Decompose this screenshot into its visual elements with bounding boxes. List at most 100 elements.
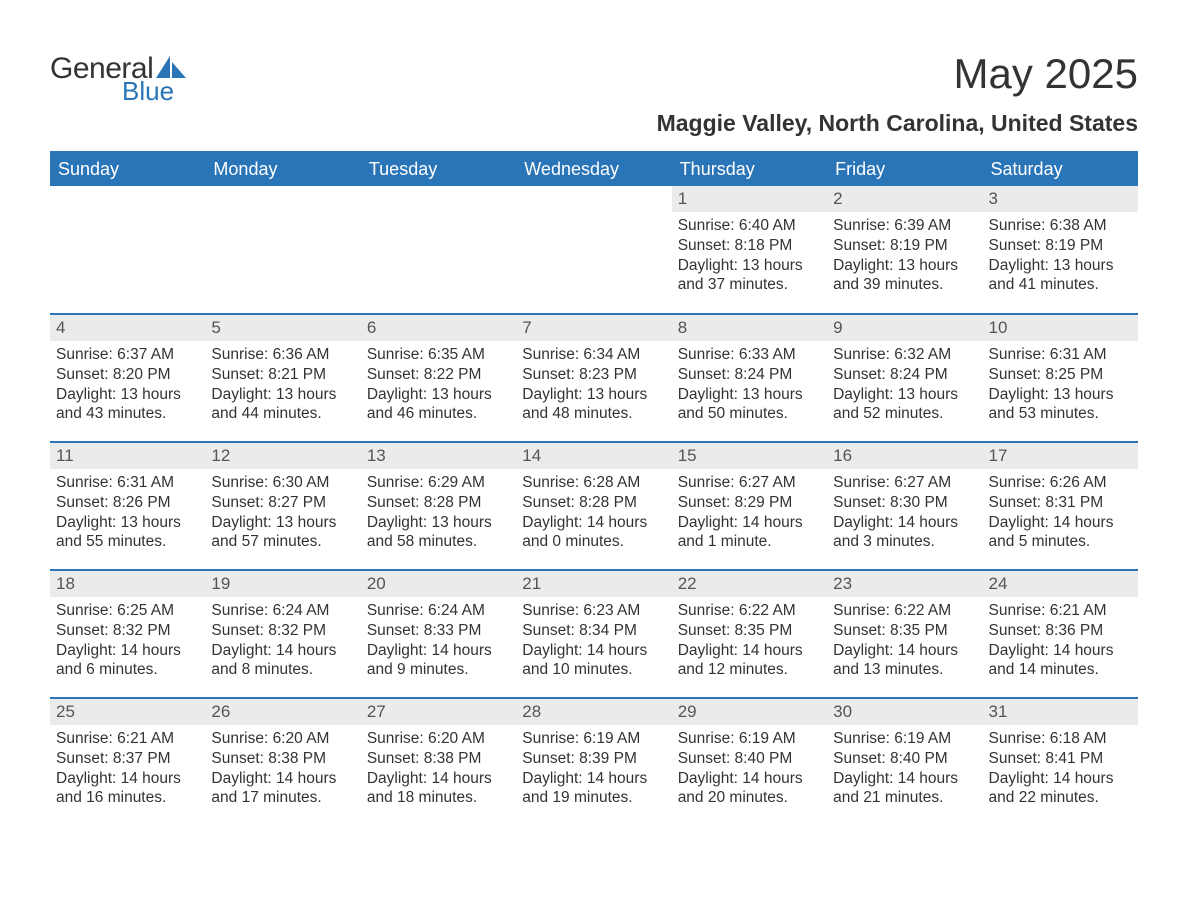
col-wednesday: Wednesday bbox=[516, 152, 671, 186]
day-number: 10 bbox=[983, 315, 1138, 341]
sunrise-text: Sunrise: 6:37 AM bbox=[56, 345, 199, 365]
day-number: 6 bbox=[361, 315, 516, 341]
calendar-cell: 16Sunrise: 6:27 AMSunset: 8:30 PMDayligh… bbox=[827, 442, 982, 570]
day-details: Sunrise: 6:27 AMSunset: 8:29 PMDaylight:… bbox=[672, 469, 827, 556]
day-number: 15 bbox=[672, 443, 827, 469]
day-details: Sunrise: 6:26 AMSunset: 8:31 PMDaylight:… bbox=[983, 469, 1138, 556]
sunrise-text: Sunrise: 6:19 AM bbox=[522, 729, 665, 749]
sunrise-text: Sunrise: 6:38 AM bbox=[989, 216, 1132, 236]
day-number: 28 bbox=[516, 699, 671, 725]
calendar-cell: 1Sunrise: 6:40 AMSunset: 8:18 PMDaylight… bbox=[672, 186, 827, 314]
sunrise-text: Sunrise: 6:24 AM bbox=[211, 601, 354, 621]
daylight-text: Daylight: 14 hours and 12 minutes. bbox=[678, 641, 821, 681]
daylight-text: Daylight: 13 hours and 39 minutes. bbox=[833, 256, 976, 296]
calendar-week-row: 18Sunrise: 6:25 AMSunset: 8:32 PMDayligh… bbox=[50, 570, 1138, 698]
calendar-cell: 9Sunrise: 6:32 AMSunset: 8:24 PMDaylight… bbox=[827, 314, 982, 442]
sunset-text: Sunset: 8:38 PM bbox=[211, 749, 354, 769]
day-details: Sunrise: 6:25 AMSunset: 8:32 PMDaylight:… bbox=[50, 597, 205, 684]
sunset-text: Sunset: 8:32 PM bbox=[211, 621, 354, 641]
sunrise-text: Sunrise: 6:22 AM bbox=[678, 601, 821, 621]
sunset-text: Sunset: 8:26 PM bbox=[56, 493, 199, 513]
day-details: Sunrise: 6:24 AMSunset: 8:33 PMDaylight:… bbox=[361, 597, 516, 684]
logo-text-blue: Blue bbox=[122, 78, 188, 104]
col-tuesday: Tuesday bbox=[361, 152, 516, 186]
calendar-cell bbox=[361, 186, 516, 314]
day-number: 21 bbox=[516, 571, 671, 597]
day-number: 22 bbox=[672, 571, 827, 597]
sunrise-text: Sunrise: 6:23 AM bbox=[522, 601, 665, 621]
day-details: Sunrise: 6:31 AMSunset: 8:25 PMDaylight:… bbox=[983, 341, 1138, 428]
day-details: Sunrise: 6:37 AMSunset: 8:20 PMDaylight:… bbox=[50, 341, 205, 428]
daylight-text: Daylight: 14 hours and 20 minutes. bbox=[678, 769, 821, 809]
sunrise-text: Sunrise: 6:19 AM bbox=[833, 729, 976, 749]
daylight-text: Daylight: 13 hours and 46 minutes. bbox=[367, 385, 510, 425]
day-details: Sunrise: 6:24 AMSunset: 8:32 PMDaylight:… bbox=[205, 597, 360, 684]
calendar-cell: 4Sunrise: 6:37 AMSunset: 8:20 PMDaylight… bbox=[50, 314, 205, 442]
sunset-text: Sunset: 8:37 PM bbox=[56, 749, 199, 769]
daylight-text: Daylight: 14 hours and 21 minutes. bbox=[833, 769, 976, 809]
day-number: 13 bbox=[361, 443, 516, 469]
day-details: Sunrise: 6:32 AMSunset: 8:24 PMDaylight:… bbox=[827, 341, 982, 428]
day-number: 3 bbox=[983, 186, 1138, 212]
daylight-text: Daylight: 13 hours and 37 minutes. bbox=[678, 256, 821, 296]
sail-icon bbox=[156, 56, 188, 78]
page-title: May 2025 bbox=[954, 50, 1138, 98]
daylight-text: Daylight: 14 hours and 19 minutes. bbox=[522, 769, 665, 809]
sunrise-text: Sunrise: 6:39 AM bbox=[833, 216, 976, 236]
calendar-cell bbox=[205, 186, 360, 314]
sunset-text: Sunset: 8:39 PM bbox=[522, 749, 665, 769]
sunrise-text: Sunrise: 6:28 AM bbox=[522, 473, 665, 493]
daylight-text: Daylight: 14 hours and 13 minutes. bbox=[833, 641, 976, 681]
day-number: 24 bbox=[983, 571, 1138, 597]
day-number: 20 bbox=[361, 571, 516, 597]
daylight-text: Daylight: 13 hours and 48 minutes. bbox=[522, 385, 665, 425]
day-details: Sunrise: 6:20 AMSunset: 8:38 PMDaylight:… bbox=[361, 725, 516, 812]
col-thursday: Thursday bbox=[672, 152, 827, 186]
calendar-cell: 6Sunrise: 6:35 AMSunset: 8:22 PMDaylight… bbox=[361, 314, 516, 442]
logo: General Blue bbox=[50, 50, 188, 104]
col-saturday: Saturday bbox=[983, 152, 1138, 186]
calendar-cell: 30Sunrise: 6:19 AMSunset: 8:40 PMDayligh… bbox=[827, 698, 982, 826]
calendar-table: Sunday Monday Tuesday Wednesday Thursday… bbox=[50, 151, 1138, 826]
calendar-cell: 23Sunrise: 6:22 AMSunset: 8:35 PMDayligh… bbox=[827, 570, 982, 698]
sunrise-text: Sunrise: 6:21 AM bbox=[989, 601, 1132, 621]
daylight-text: Daylight: 14 hours and 0 minutes. bbox=[522, 513, 665, 553]
calendar-cell: 20Sunrise: 6:24 AMSunset: 8:33 PMDayligh… bbox=[361, 570, 516, 698]
day-details: Sunrise: 6:34 AMSunset: 8:23 PMDaylight:… bbox=[516, 341, 671, 428]
daylight-text: Daylight: 14 hours and 17 minutes. bbox=[211, 769, 354, 809]
sunset-text: Sunset: 8:32 PM bbox=[56, 621, 199, 641]
calendar-cell: 12Sunrise: 6:30 AMSunset: 8:27 PMDayligh… bbox=[205, 442, 360, 570]
sunrise-text: Sunrise: 6:31 AM bbox=[989, 345, 1132, 365]
sunset-text: Sunset: 8:36 PM bbox=[989, 621, 1132, 641]
day-details: Sunrise: 6:30 AMSunset: 8:27 PMDaylight:… bbox=[205, 469, 360, 556]
calendar-cell: 13Sunrise: 6:29 AMSunset: 8:28 PMDayligh… bbox=[361, 442, 516, 570]
day-number: 17 bbox=[983, 443, 1138, 469]
sunset-text: Sunset: 8:28 PM bbox=[522, 493, 665, 513]
calendar-cell: 26Sunrise: 6:20 AMSunset: 8:38 PMDayligh… bbox=[205, 698, 360, 826]
daylight-text: Daylight: 14 hours and 6 minutes. bbox=[56, 641, 199, 681]
day-number: 25 bbox=[50, 699, 205, 725]
header: General Blue May 2025 bbox=[50, 50, 1138, 104]
calendar-cell bbox=[516, 186, 671, 314]
day-number: 7 bbox=[516, 315, 671, 341]
daylight-text: Daylight: 13 hours and 43 minutes. bbox=[56, 385, 199, 425]
day-number: 1 bbox=[672, 186, 827, 212]
calendar-cell: 10Sunrise: 6:31 AMSunset: 8:25 PMDayligh… bbox=[983, 314, 1138, 442]
day-number: 12 bbox=[205, 443, 360, 469]
sunset-text: Sunset: 8:30 PM bbox=[833, 493, 976, 513]
sunrise-text: Sunrise: 6:27 AM bbox=[678, 473, 821, 493]
calendar-week-row: 1Sunrise: 6:40 AMSunset: 8:18 PMDaylight… bbox=[50, 186, 1138, 314]
day-number: 29 bbox=[672, 699, 827, 725]
sunset-text: Sunset: 8:33 PM bbox=[367, 621, 510, 641]
calendar-cell: 7Sunrise: 6:34 AMSunset: 8:23 PMDaylight… bbox=[516, 314, 671, 442]
calendar-cell: 14 Sunrise: 6:28 AMSunset: 8:28 PMDayligh… bbox=[516, 442, 671, 570]
sunrise-text: Sunrise: 6:35 AM bbox=[367, 345, 510, 365]
sunrise-text: Sunrise: 6:40 AM bbox=[678, 216, 821, 236]
calendar-cell: 5Sunrise: 6:36 AMSunset: 8:21 PMDaylight… bbox=[205, 314, 360, 442]
calendar-cell: 8Sunrise: 6:33 AMSunset: 8:24 PMDaylight… bbox=[672, 314, 827, 442]
sunset-text: Sunset: 8:35 PM bbox=[833, 621, 976, 641]
sunrise-text: Sunrise: 6:26 AM bbox=[989, 473, 1132, 493]
day-details: Sunrise: 6:39 AMSunset: 8:19 PMDaylight:… bbox=[827, 212, 982, 299]
day-number: 16 bbox=[827, 443, 982, 469]
day-number: 14 bbox=[516, 443, 671, 469]
